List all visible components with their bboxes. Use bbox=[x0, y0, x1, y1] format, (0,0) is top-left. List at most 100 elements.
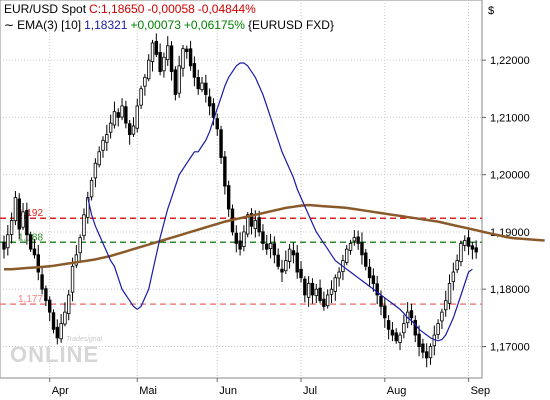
candle-body bbox=[215, 118, 219, 130]
y-tick-label: 1,22000 bbox=[490, 55, 530, 67]
y-tick-label: 1,17000 bbox=[490, 342, 530, 354]
candle-body bbox=[63, 311, 67, 325]
candle-body bbox=[428, 346, 433, 359]
candle-body bbox=[131, 125, 136, 135]
candle-body bbox=[59, 323, 63, 340]
candle-body bbox=[417, 333, 421, 347]
candle-body bbox=[424, 351, 429, 359]
level-label: 1,192 bbox=[18, 208, 43, 219]
candle-body bbox=[325, 294, 330, 307]
candle-body bbox=[188, 48, 193, 67]
candle-body bbox=[272, 243, 277, 256]
level-label: 1,177 bbox=[18, 294, 43, 305]
plot-area bbox=[0, 0, 483, 379]
candle-body bbox=[253, 220, 258, 230]
candle-body bbox=[322, 298, 326, 307]
candle-body bbox=[398, 334, 402, 343]
candle-body bbox=[364, 252, 368, 267]
candle-body bbox=[242, 231, 246, 247]
candle-body bbox=[348, 243, 353, 251]
candle-body bbox=[249, 213, 254, 227]
candle-body bbox=[55, 326, 60, 339]
candle-body bbox=[127, 123, 132, 135]
candle-body bbox=[154, 40, 159, 55]
candle-body bbox=[112, 111, 117, 126]
header-line1-label: EUR/USD Spot bbox=[4, 2, 87, 16]
candle-body bbox=[234, 232, 238, 244]
candle-body bbox=[89, 180, 94, 198]
candle-body bbox=[150, 42, 155, 62]
candle-body bbox=[44, 288, 48, 302]
candle-body bbox=[17, 198, 21, 230]
candle-body bbox=[105, 134, 109, 143]
ma-line bbox=[4, 203, 545, 271]
candle-body bbox=[21, 211, 25, 228]
candle-body bbox=[36, 254, 40, 273]
candle-body bbox=[226, 185, 231, 210]
watermark-product: online bbox=[10, 342, 100, 367]
candle-body bbox=[139, 88, 143, 106]
candle-body bbox=[47, 299, 52, 313]
candle-body bbox=[413, 319, 417, 336]
candle-body bbox=[162, 56, 166, 72]
candle-body bbox=[345, 248, 349, 263]
y-tick-label: 1,20000 bbox=[490, 170, 530, 182]
candle-body bbox=[268, 243, 273, 249]
header-line2-label: EMA(3) [10] bbox=[17, 18, 82, 32]
candle-body bbox=[158, 51, 162, 72]
candle-body bbox=[120, 105, 124, 118]
candle-body bbox=[51, 312, 56, 330]
candle-body bbox=[97, 151, 101, 166]
header-line1-change-pct: -0,04844% bbox=[197, 2, 256, 16]
candle-body bbox=[306, 283, 311, 298]
x-tick-label: Aug bbox=[387, 385, 407, 397]
candle-body bbox=[185, 48, 189, 52]
candle-body bbox=[78, 237, 82, 254]
candle-body bbox=[466, 237, 471, 247]
candle-body bbox=[6, 234, 10, 249]
candle-body bbox=[265, 243, 269, 250]
candle-body bbox=[261, 231, 265, 244]
candle-body bbox=[28, 234, 33, 250]
candle-body bbox=[337, 271, 341, 279]
candle-body bbox=[329, 288, 334, 295]
candle-body bbox=[421, 343, 425, 353]
y-tick-label: 1,18000 bbox=[490, 284, 530, 296]
x-tick-label: Mai bbox=[139, 385, 157, 397]
candle-body bbox=[2, 241, 6, 250]
candle-body bbox=[67, 294, 71, 315]
candle-body bbox=[303, 278, 307, 296]
candle-body bbox=[394, 332, 398, 342]
header-line2-value: 1,18321 bbox=[84, 18, 128, 32]
candle-body bbox=[440, 311, 444, 322]
candle-body bbox=[143, 76, 147, 87]
candle-body bbox=[451, 271, 456, 283]
header-line2: ∼ EMA(3) [10] 1,18321 +0,00073 +0,06175% {EUR… bbox=[4, 18, 337, 32]
candle-body bbox=[169, 45, 174, 72]
candle-body bbox=[40, 274, 44, 290]
candle-body bbox=[367, 266, 372, 279]
candle-body bbox=[383, 305, 387, 319]
candle-body bbox=[219, 129, 223, 158]
candle-body bbox=[310, 282, 315, 296]
candle-body bbox=[32, 248, 37, 256]
candle-body bbox=[299, 268, 303, 279]
header-line2-change: +0,00073 bbox=[130, 18, 181, 32]
candle-body bbox=[295, 252, 299, 273]
candle-body bbox=[166, 45, 170, 61]
candle-body bbox=[314, 288, 318, 297]
candle-body bbox=[246, 214, 250, 235]
candle-body bbox=[436, 323, 440, 335]
candle-body bbox=[207, 96, 212, 107]
candle-body bbox=[135, 105, 139, 129]
candle-body bbox=[116, 112, 120, 118]
candle-body bbox=[287, 248, 292, 262]
watermark-brand: Tradesignal bbox=[66, 336, 103, 343]
candle-body bbox=[238, 240, 242, 250]
y-axis-currency-label: $ bbox=[488, 5, 494, 17]
candle-body bbox=[211, 103, 216, 118]
candle-body bbox=[25, 210, 29, 236]
candle-body bbox=[70, 265, 75, 293]
candle-body bbox=[284, 260, 288, 272]
